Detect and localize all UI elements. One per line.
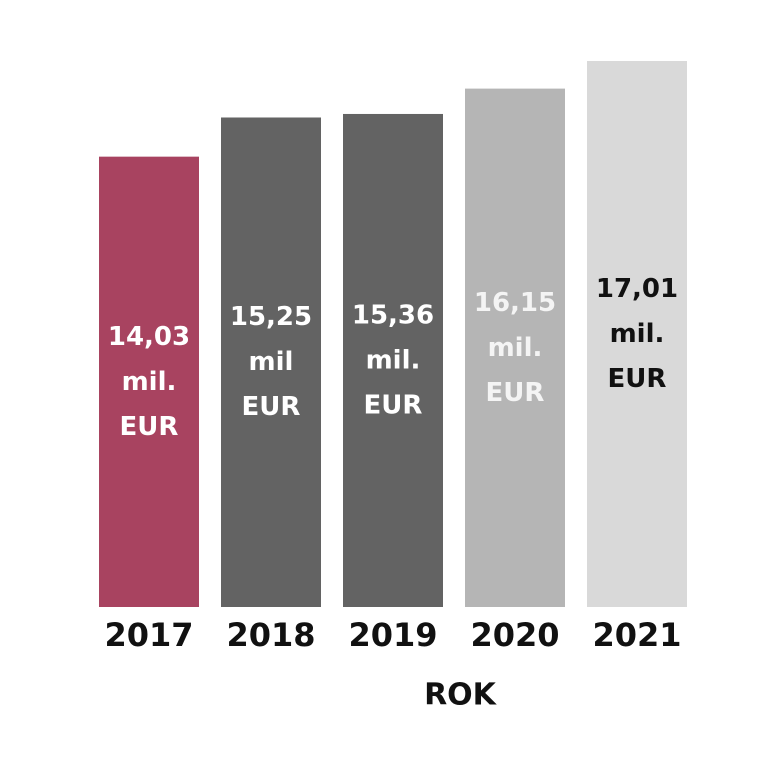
- value-label: 15,25 mil EUR: [230, 302, 312, 422]
- value-label: 17,01 mil. EUR: [596, 274, 678, 394]
- x-tick-label: 2021: [592, 616, 681, 654]
- bar: [343, 113, 443, 608]
- x-tick-label: 2020: [470, 616, 559, 654]
- bar: [587, 61, 687, 607]
- value-label: 15,36 mil. EUR: [352, 300, 434, 420]
- x-tick-label: 2018: [226, 616, 315, 654]
- x-axis-label: ROK: [424, 678, 498, 713]
- bar: [465, 88, 565, 608]
- bar: [99, 156, 199, 607]
- bar: [221, 117, 321, 607]
- value-label: 14,03 mil. EUR: [108, 321, 190, 441]
- x-tick-label: 2019: [348, 616, 437, 654]
- x-tick-label: 2017: [104, 616, 193, 654]
- value-label: 16,15 mil. EUR: [474, 287, 556, 407]
